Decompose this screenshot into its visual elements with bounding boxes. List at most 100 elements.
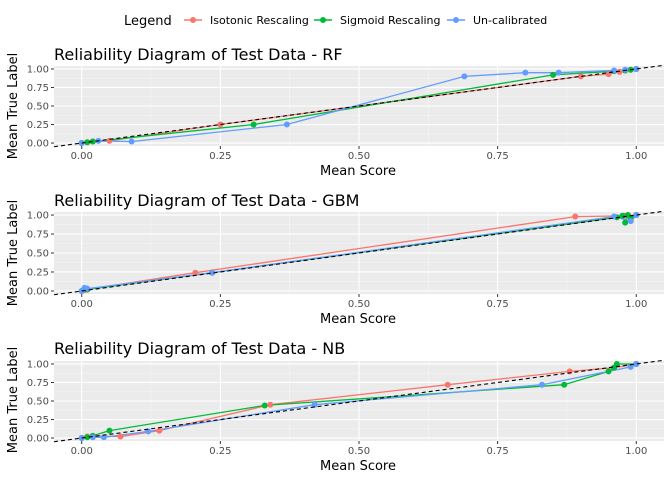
panel-nb: Reliability Diagram of Test Data - NB 0.… bbox=[6, 339, 665, 474]
data-point-sigmoid-rescaling bbox=[561, 381, 568, 388]
data-point-isotonic-rescaling bbox=[572, 213, 579, 220]
x-tick-label: 0.75 bbox=[487, 446, 509, 457]
data-point-un-calibrated bbox=[633, 360, 640, 367]
legend-title: Legend bbox=[124, 14, 172, 29]
data-point-un-calibrated bbox=[283, 121, 290, 128]
data-point-un-calibrated bbox=[100, 434, 107, 441]
data-point-sigmoid-rescaling bbox=[89, 138, 96, 145]
data-point-un-calibrated bbox=[555, 69, 562, 76]
y-tick-label: 0.75 bbox=[27, 230, 49, 241]
legend-key-sigmoid: Sigmoid Rescaling bbox=[314, 14, 441, 27]
panel-rf-xlabel: Mean Score bbox=[320, 164, 396, 179]
reference-diagonal bbox=[53, 359, 665, 443]
data-point-isotonic-rescaling bbox=[192, 269, 199, 276]
plot-area-nb: 0.00 0.25 0.50 0.75 1.00 0.00 0.25 0.50 0.75 1.00 bbox=[27, 359, 665, 457]
y-tick-label: 0.50 bbox=[27, 397, 49, 408]
x-tick-label: 0.50 bbox=[348, 446, 370, 457]
data-point-un-calibrated bbox=[209, 269, 216, 276]
data-point-sigmoid-rescaling bbox=[605, 368, 612, 375]
data-point-isotonic-rescaling bbox=[444, 381, 451, 388]
data-point-sigmoid-rescaling bbox=[550, 71, 557, 78]
data-point-sigmoid-rescaling bbox=[613, 360, 620, 367]
x-tick-label: 0.00 bbox=[71, 446, 93, 457]
data-point-sigmoid-rescaling bbox=[84, 139, 91, 146]
data-point-isotonic-rescaling bbox=[577, 73, 584, 80]
panel-gbm-xlabel: Mean Score bbox=[320, 312, 396, 327]
data-point-un-calibrated bbox=[522, 69, 529, 76]
x-tick-label: 0.50 bbox=[348, 299, 370, 310]
y-tick-label: 0.50 bbox=[27, 102, 49, 113]
data-point-un-calibrated bbox=[89, 434, 96, 441]
x-tick-label: 0.75 bbox=[487, 151, 509, 162]
data-point-un-calibrated bbox=[633, 65, 640, 72]
legend-marker-uncalibrated bbox=[453, 17, 459, 23]
x-tick-label: 0.25 bbox=[209, 151, 231, 162]
panel-gbm-ylabel: Mean True Label bbox=[6, 200, 21, 306]
x-tick-label: 1.00 bbox=[625, 299, 647, 310]
panel-nb-xlabel: Mean Score bbox=[320, 459, 396, 474]
y-tick-label: 0.75 bbox=[27, 378, 49, 389]
y-tick-label: 0.25 bbox=[27, 415, 49, 426]
data-point-un-calibrated bbox=[311, 401, 318, 408]
data-point-sigmoid-rescaling bbox=[619, 212, 626, 219]
y-tick-label: 0.75 bbox=[27, 83, 49, 94]
legend-key-uncalibrated: Un-calibrated bbox=[447, 14, 547, 27]
panel-rf-ylabel: Mean True Label bbox=[6, 53, 21, 159]
legend: Legend Isotonic Rescaling Sigmoid Rescal… bbox=[124, 14, 547, 29]
x-tick-label: 0.50 bbox=[348, 151, 370, 162]
data-point-un-calibrated bbox=[627, 363, 634, 370]
data-point-un-calibrated bbox=[633, 212, 640, 219]
panel-gbm-title: Reliability Diagram of Test Data - GBM bbox=[54, 191, 359, 210]
y-tick-label: 0.25 bbox=[27, 120, 49, 131]
data-point-sigmoid-rescaling bbox=[250, 121, 257, 128]
data-point-sigmoid-rescaling bbox=[261, 402, 268, 409]
y-tick-label: 0.00 bbox=[27, 139, 49, 150]
legend-marker-isotonic bbox=[190, 17, 196, 23]
legend-label-sigmoid: Sigmoid Rescaling bbox=[340, 14, 441, 27]
data-point-isotonic-rescaling bbox=[217, 121, 224, 128]
data-point-un-calibrated bbox=[627, 218, 634, 225]
x-tick-label: 0.75 bbox=[487, 299, 509, 310]
y-tick-label: 1.00 bbox=[27, 211, 49, 222]
x-tick-label: 0.25 bbox=[209, 446, 231, 457]
data-point-isotonic-rescaling bbox=[117, 433, 124, 440]
data-point-un-calibrated bbox=[78, 435, 85, 442]
y-tick-label: 1.00 bbox=[27, 64, 49, 75]
reference-diagonal bbox=[53, 64, 665, 148]
x-tick-label: 0.00 bbox=[71, 151, 93, 162]
legend-key-isotonic: Isotonic Rescaling bbox=[184, 14, 309, 27]
panel-rf-title: Reliability Diagram of Test Data - RF bbox=[54, 45, 343, 64]
legend-label-uncalibrated: Un-calibrated bbox=[473, 14, 547, 27]
y-tick-label: 0.50 bbox=[27, 249, 49, 260]
y-tick-label: 1.00 bbox=[27, 359, 49, 370]
y-tick-label: 0.00 bbox=[27, 434, 49, 445]
x-tick-label: 0.00 bbox=[71, 299, 93, 310]
data-point-sigmoid-rescaling bbox=[106, 427, 113, 434]
data-point-sigmoid-rescaling bbox=[84, 434, 91, 441]
y-tick-label: 0.00 bbox=[27, 286, 49, 297]
data-point-un-calibrated bbox=[622, 66, 629, 73]
legend-marker-sigmoid bbox=[320, 17, 326, 23]
plot-area-gbm: 0.00 0.25 0.50 0.75 1.00 0.00 0.25 0.50 0.75 1.00 bbox=[27, 210, 665, 310]
panel-nb-ylabel: Mean True Label bbox=[6, 347, 21, 453]
x-tick-label: 0.25 bbox=[209, 299, 231, 310]
data-point-un-calibrated bbox=[461, 73, 468, 80]
data-point-sigmoid-rescaling bbox=[622, 219, 629, 226]
panel-rf: Reliability Diagram of Test Data - RF 0.… bbox=[6, 45, 665, 179]
x-tick-label: 1.00 bbox=[625, 446, 647, 457]
data-point-isotonic-rescaling bbox=[156, 427, 163, 434]
panel-nb-title: Reliability Diagram of Test Data - NB bbox=[54, 339, 345, 358]
y-tick-label: 0.25 bbox=[27, 267, 49, 278]
x-tick-label: 1.00 bbox=[625, 151, 647, 162]
plot-area-rf: 0.00 0.25 0.50 0.75 1.00 0.00 0.25 0.50 0.75 1.00 bbox=[27, 64, 665, 162]
data-point-un-calibrated bbox=[128, 138, 135, 145]
reference-diagonal bbox=[53, 210, 665, 296]
data-point-un-calibrated bbox=[539, 381, 545, 388]
data-point-isotonic-rescaling bbox=[267, 401, 274, 408]
legend-label-isotonic: Isotonic Rescaling bbox=[210, 14, 309, 27]
data-point-isotonic-rescaling bbox=[616, 68, 623, 75]
data-point-un-calibrated bbox=[78, 140, 85, 147]
panel-gbm: Reliability Diagram of Test Data - GBM 0… bbox=[6, 191, 665, 327]
